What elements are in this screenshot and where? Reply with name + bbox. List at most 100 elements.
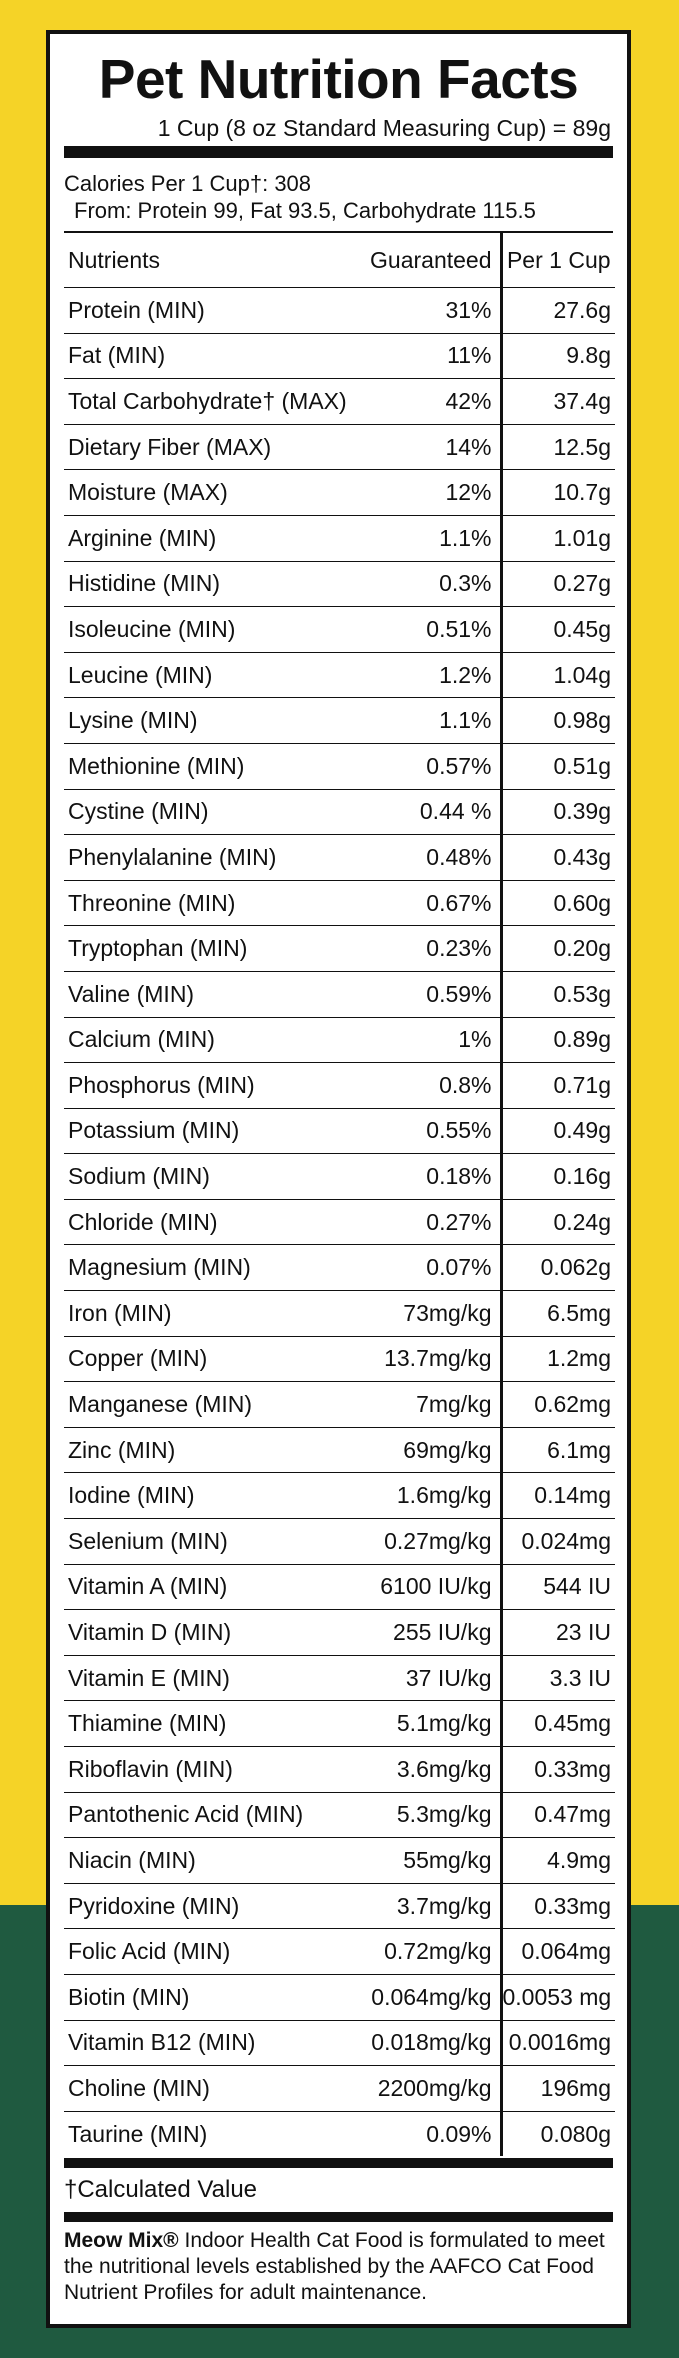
table-row: Protein (MIN) 31% 27.6g (64, 287, 615, 334)
table-row: Histidine (MIN) 0.3% 0.27g (64, 560, 615, 607)
nutrient-name: Arginine (MIN) (64, 514, 365, 562)
table-row: Folic Acid (MIN) 0.72mg/kg 0.064mg (64, 1928, 615, 1975)
nutrient-name: Cystine (MIN) (64, 788, 365, 835)
guaranteed-value: 255 IU/kg (365, 1609, 503, 1656)
guaranteed-value: 37 IU/kg (365, 1654, 503, 1701)
table-row: Chloride (MIN) 0.27% 0.24g (64, 1198, 615, 1245)
per-cup-value: 0.39g (501, 788, 615, 835)
nutrient-name: Selenium (MIN) (64, 1518, 365, 1565)
table-row: Copper (MIN) 13.7mg/kg 1.2mg (64, 1335, 615, 1382)
calories-section: Calories Per 1 Cup†: 308 From: Protein 9… (64, 158, 613, 233)
guaranteed-value: 6100 IU/kg (365, 1563, 503, 1610)
nutrient-name: Vitamin B12 (MIN) (64, 2019, 365, 2066)
table-row: Pyridoxine (MIN) 3.7mg/kg 0.33mg (64, 1882, 615, 1929)
table-row: Fat (MIN) 11% 9.8g (64, 332, 615, 379)
per-cup-value: 0.14mg (501, 1472, 615, 1519)
per-cup-value: 1.2mg (501, 1335, 615, 1382)
table-row: Zinc (MIN) 69mg/kg 6.1mg (64, 1426, 615, 1473)
nutrient-name: Pyridoxine (MIN) (64, 1882, 365, 1929)
table-row: Dietary Fiber (MAX) 14% 12.5g (64, 423, 615, 470)
per-cup-value: 10.7g (501, 469, 615, 516)
nutrient-name: Calcium (MIN) (64, 1016, 365, 1063)
serving-size: 1 Cup (8 oz Standard Measuring Cup) = 89… (64, 110, 613, 158)
table-row: Threonine (MIN) 0.67% 0.60g (64, 879, 615, 926)
nutrient-name: Magnesium (MIN) (64, 1244, 365, 1291)
nutrient-name: Protein (MIN) (64, 287, 365, 334)
guaranteed-value: 0.27mg/kg (365, 1518, 503, 1565)
per-cup-value: 0.45mg (501, 1700, 615, 1747)
panel-title: Pet Nutrition Facts (98, 48, 579, 110)
guaranteed-value: 1.6mg/kg (365, 1472, 503, 1519)
guaranteed-value: 0.51% (365, 606, 503, 653)
per-cup-value: 0.33mg (501, 1882, 615, 1929)
per-cup-value: 0.27g (501, 560, 615, 607)
table-row: Isoleucine (MIN) 0.51% 0.45g (64, 606, 615, 653)
table-row: Pantothenic Acid (MIN) 5.3mg/kg 0.47mg (64, 1791, 615, 1838)
nutrient-name: Folic Acid (MIN) (64, 1928, 365, 1975)
guaranteed-value: 12% (365, 469, 503, 516)
per-cup-value: 23 IU (501, 1609, 615, 1656)
table-row: Selenium (MIN) 0.27mg/kg 0.024mg (64, 1518, 615, 1565)
nutrient-name: Taurine (MIN) (64, 2110, 365, 2157)
nutrient-table: Nutrients Guaranteed Per 1 Cup Protein (… (64, 233, 615, 2157)
guaranteed-value: 5.3mg/kg (365, 1791, 503, 1838)
nutrient-name: Riboflavin (MIN) (64, 1746, 365, 1793)
per-cup-value: 37.4g (501, 378, 615, 425)
guaranteed-value: 13.7mg/kg (365, 1335, 503, 1382)
per-cup-value: 0.20g (501, 925, 615, 972)
nutrient-name: Choline (MIN) (64, 2065, 365, 2112)
guaranteed-value: 14% (365, 423, 503, 470)
guaranteed-value: 1% (365, 1016, 503, 1063)
per-cup-value: 0.43g (501, 834, 615, 881)
nutrient-name: Tryptophan (MIN) (64, 925, 365, 972)
guaranteed-value: 1.2% (365, 651, 503, 698)
per-cup-value: 196mg (501, 2065, 615, 2112)
brand-name: Meow Mix® (64, 2229, 179, 2253)
per-cup-value: 0.98g (501, 697, 615, 744)
table-row: Sodium (MIN) 0.18% 0.16g (64, 1153, 615, 1200)
per-cup-value: 0.45g (501, 606, 615, 653)
table-row: Thiamine (MIN) 5.1mg/kg 0.45mg (64, 1700, 615, 1747)
table-row: Choline (MIN) 2200mg/kg 196mg (64, 2065, 615, 2112)
per-cup-value: 544 IU (501, 1563, 615, 1610)
guaranteed-value: 0.3% (365, 560, 503, 607)
per-cup-value: 0.33mg (501, 1746, 615, 1793)
per-cup-value: 0.024mg (501, 1518, 615, 1565)
guaranteed-value: 73mg/kg (365, 1290, 503, 1337)
formulation-text: Indoor Health Cat Food is formulated to … (64, 2229, 605, 2305)
header-guaranteed: Guaranteed (365, 233, 503, 288)
table-row: Tryptophan (MIN) 0.23% 0.20g (64, 925, 615, 972)
guaranteed-value: 3.6mg/kg (365, 1746, 503, 1793)
guaranteed-value: 1.1% (365, 514, 503, 562)
nutrient-name: Potassium (MIN) (64, 1107, 365, 1154)
guaranteed-value: 0.018mg/kg (365, 2019, 503, 2066)
nutrient-name: Iodine (MIN) (64, 1472, 365, 1519)
table-row: Manganese (MIN) 7mg/kg 0.62mg (64, 1381, 615, 1428)
per-cup-value: 0.0016mg (501, 2019, 615, 2066)
per-cup-value: 9.8g (501, 332, 615, 379)
guaranteed-value: 42% (365, 378, 503, 425)
per-cup-value: 6.1mg (501, 1426, 615, 1473)
nutrient-name: Fat (MIN) (64, 332, 365, 379)
nutrient-name: Leucine (MIN) (64, 651, 365, 698)
table-row: Iron (MIN) 73mg/kg 6.5mg (64, 1290, 615, 1337)
nutrient-name: Valine (MIN) (64, 970, 365, 1017)
table-row: Lysine (MIN) 1.1% 0.98g (64, 697, 615, 744)
nutrient-name: Zinc (MIN) (64, 1426, 365, 1473)
table-row: Magnesium (MIN) 0.07% 0.062g (64, 1244, 615, 1291)
nutrient-name: Niacin (MIN) (64, 1837, 365, 1884)
per-cup-value: 0.51g (501, 742, 615, 790)
nutrient-name: Biotin (MIN) (64, 1973, 365, 2021)
guaranteed-value: 0.67% (365, 879, 503, 926)
per-cup-value: 0.24g (501, 1198, 615, 1245)
guaranteed-value: 3.7mg/kg (365, 1882, 503, 1929)
guaranteed-value: 1.1% (365, 697, 503, 744)
guaranteed-value: 69mg/kg (365, 1426, 503, 1473)
per-cup-value: 0.47mg (501, 1791, 615, 1838)
per-cup-value: 3.3 IU (501, 1654, 615, 1701)
table-row: Cystine (MIN) 0.44 % 0.39g (64, 788, 615, 835)
guaranteed-value: 0.064mg/kg (365, 1973, 503, 2021)
guaranteed-value: 2200mg/kg (365, 2065, 503, 2112)
per-cup-value: 0.062g (501, 1244, 615, 1291)
per-cup-value: 1.04g (501, 651, 615, 698)
